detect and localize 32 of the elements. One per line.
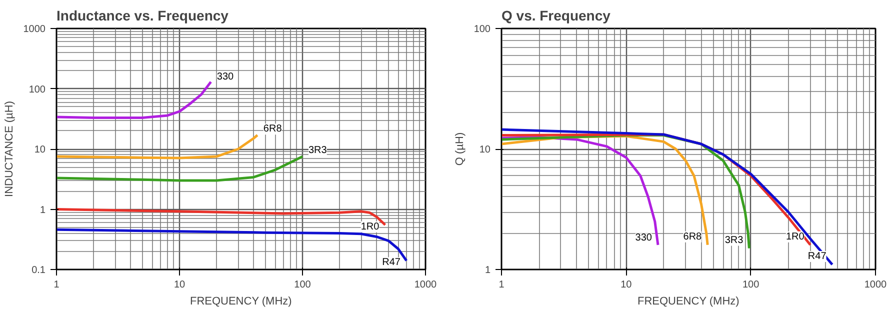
series-label: R47 bbox=[382, 257, 401, 268]
chart-title: Q vs. Frequency bbox=[502, 8, 611, 24]
y-tick-label: 10 bbox=[479, 144, 491, 156]
y-tick-label: 1000 bbox=[23, 24, 46, 35]
x-tick-label: 1000 bbox=[864, 280, 888, 290]
series-label: 3R3 bbox=[308, 145, 328, 156]
y-axis-title: INDUCTANCE (µH) bbox=[3, 101, 16, 197]
x-tick-label: 10 bbox=[620, 280, 632, 290]
series-label: 330 bbox=[635, 232, 652, 244]
x-tick-label: 10 bbox=[174, 280, 186, 290]
x-tick-label: 100 bbox=[294, 280, 312, 290]
chart-title: Inductance vs. Frequency bbox=[56, 8, 229, 24]
x-tick-label: 1 bbox=[498, 280, 505, 290]
series-label: 6R8 bbox=[263, 124, 282, 135]
y-axis-title: Q (µH) bbox=[454, 132, 466, 166]
y-tick-label: 100 bbox=[28, 84, 46, 96]
series-label: 1R0 bbox=[360, 221, 380, 232]
x-tick-label: 1000 bbox=[414, 280, 438, 290]
y-tick-label: 1 bbox=[40, 204, 46, 216]
series-label: 330 bbox=[216, 71, 234, 82]
x-axis-title: FREQUENCY (MHz) bbox=[637, 296, 740, 308]
series-label: 3R3 bbox=[724, 234, 744, 246]
x-tick-label: 100 bbox=[742, 280, 760, 290]
y-tick-label: 10 bbox=[34, 144, 46, 156]
y-tick-label: 1 bbox=[484, 265, 491, 276]
x-tick-label: 1 bbox=[54, 280, 60, 290]
series-label: R47 bbox=[808, 251, 827, 262]
series-label: 1R0 bbox=[786, 231, 805, 242]
y-tick-label: 100 bbox=[474, 24, 491, 35]
series-label: 6R8 bbox=[683, 231, 702, 242]
y-tick-label: 0.1 bbox=[32, 265, 46, 276]
x-axis-title: FREQUENCY (MHz) bbox=[190, 296, 292, 308]
